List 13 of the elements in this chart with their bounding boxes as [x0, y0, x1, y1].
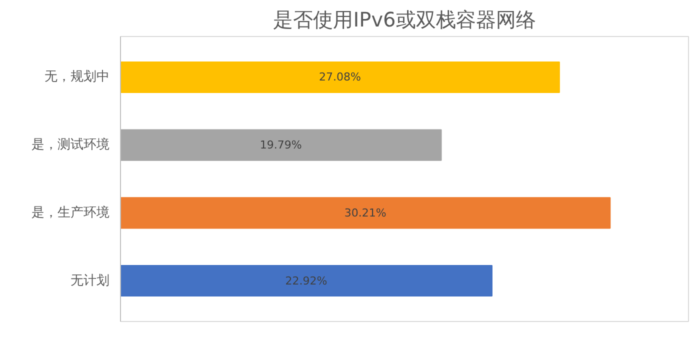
bar	[120, 265, 492, 297]
data-label: 19.79%	[260, 138, 302, 152]
bar	[120, 61, 560, 93]
bar	[120, 129, 442, 161]
y-tick-label: 无计划	[70, 273, 110, 288]
y-tick-label: 无，规划中	[44, 70, 110, 85]
data-label: 22.92%	[285, 274, 328, 288]
chart-title: 是否使用IPv6或双栈容器网络	[273, 8, 536, 32]
y-tick-label: 是，测试环境	[32, 136, 110, 153]
bar	[120, 197, 611, 229]
data-label: 27.08%	[318, 70, 361, 84]
data-label: 30.21%	[344, 206, 386, 220]
y-tick-label: 是，生产环境	[32, 204, 110, 220]
